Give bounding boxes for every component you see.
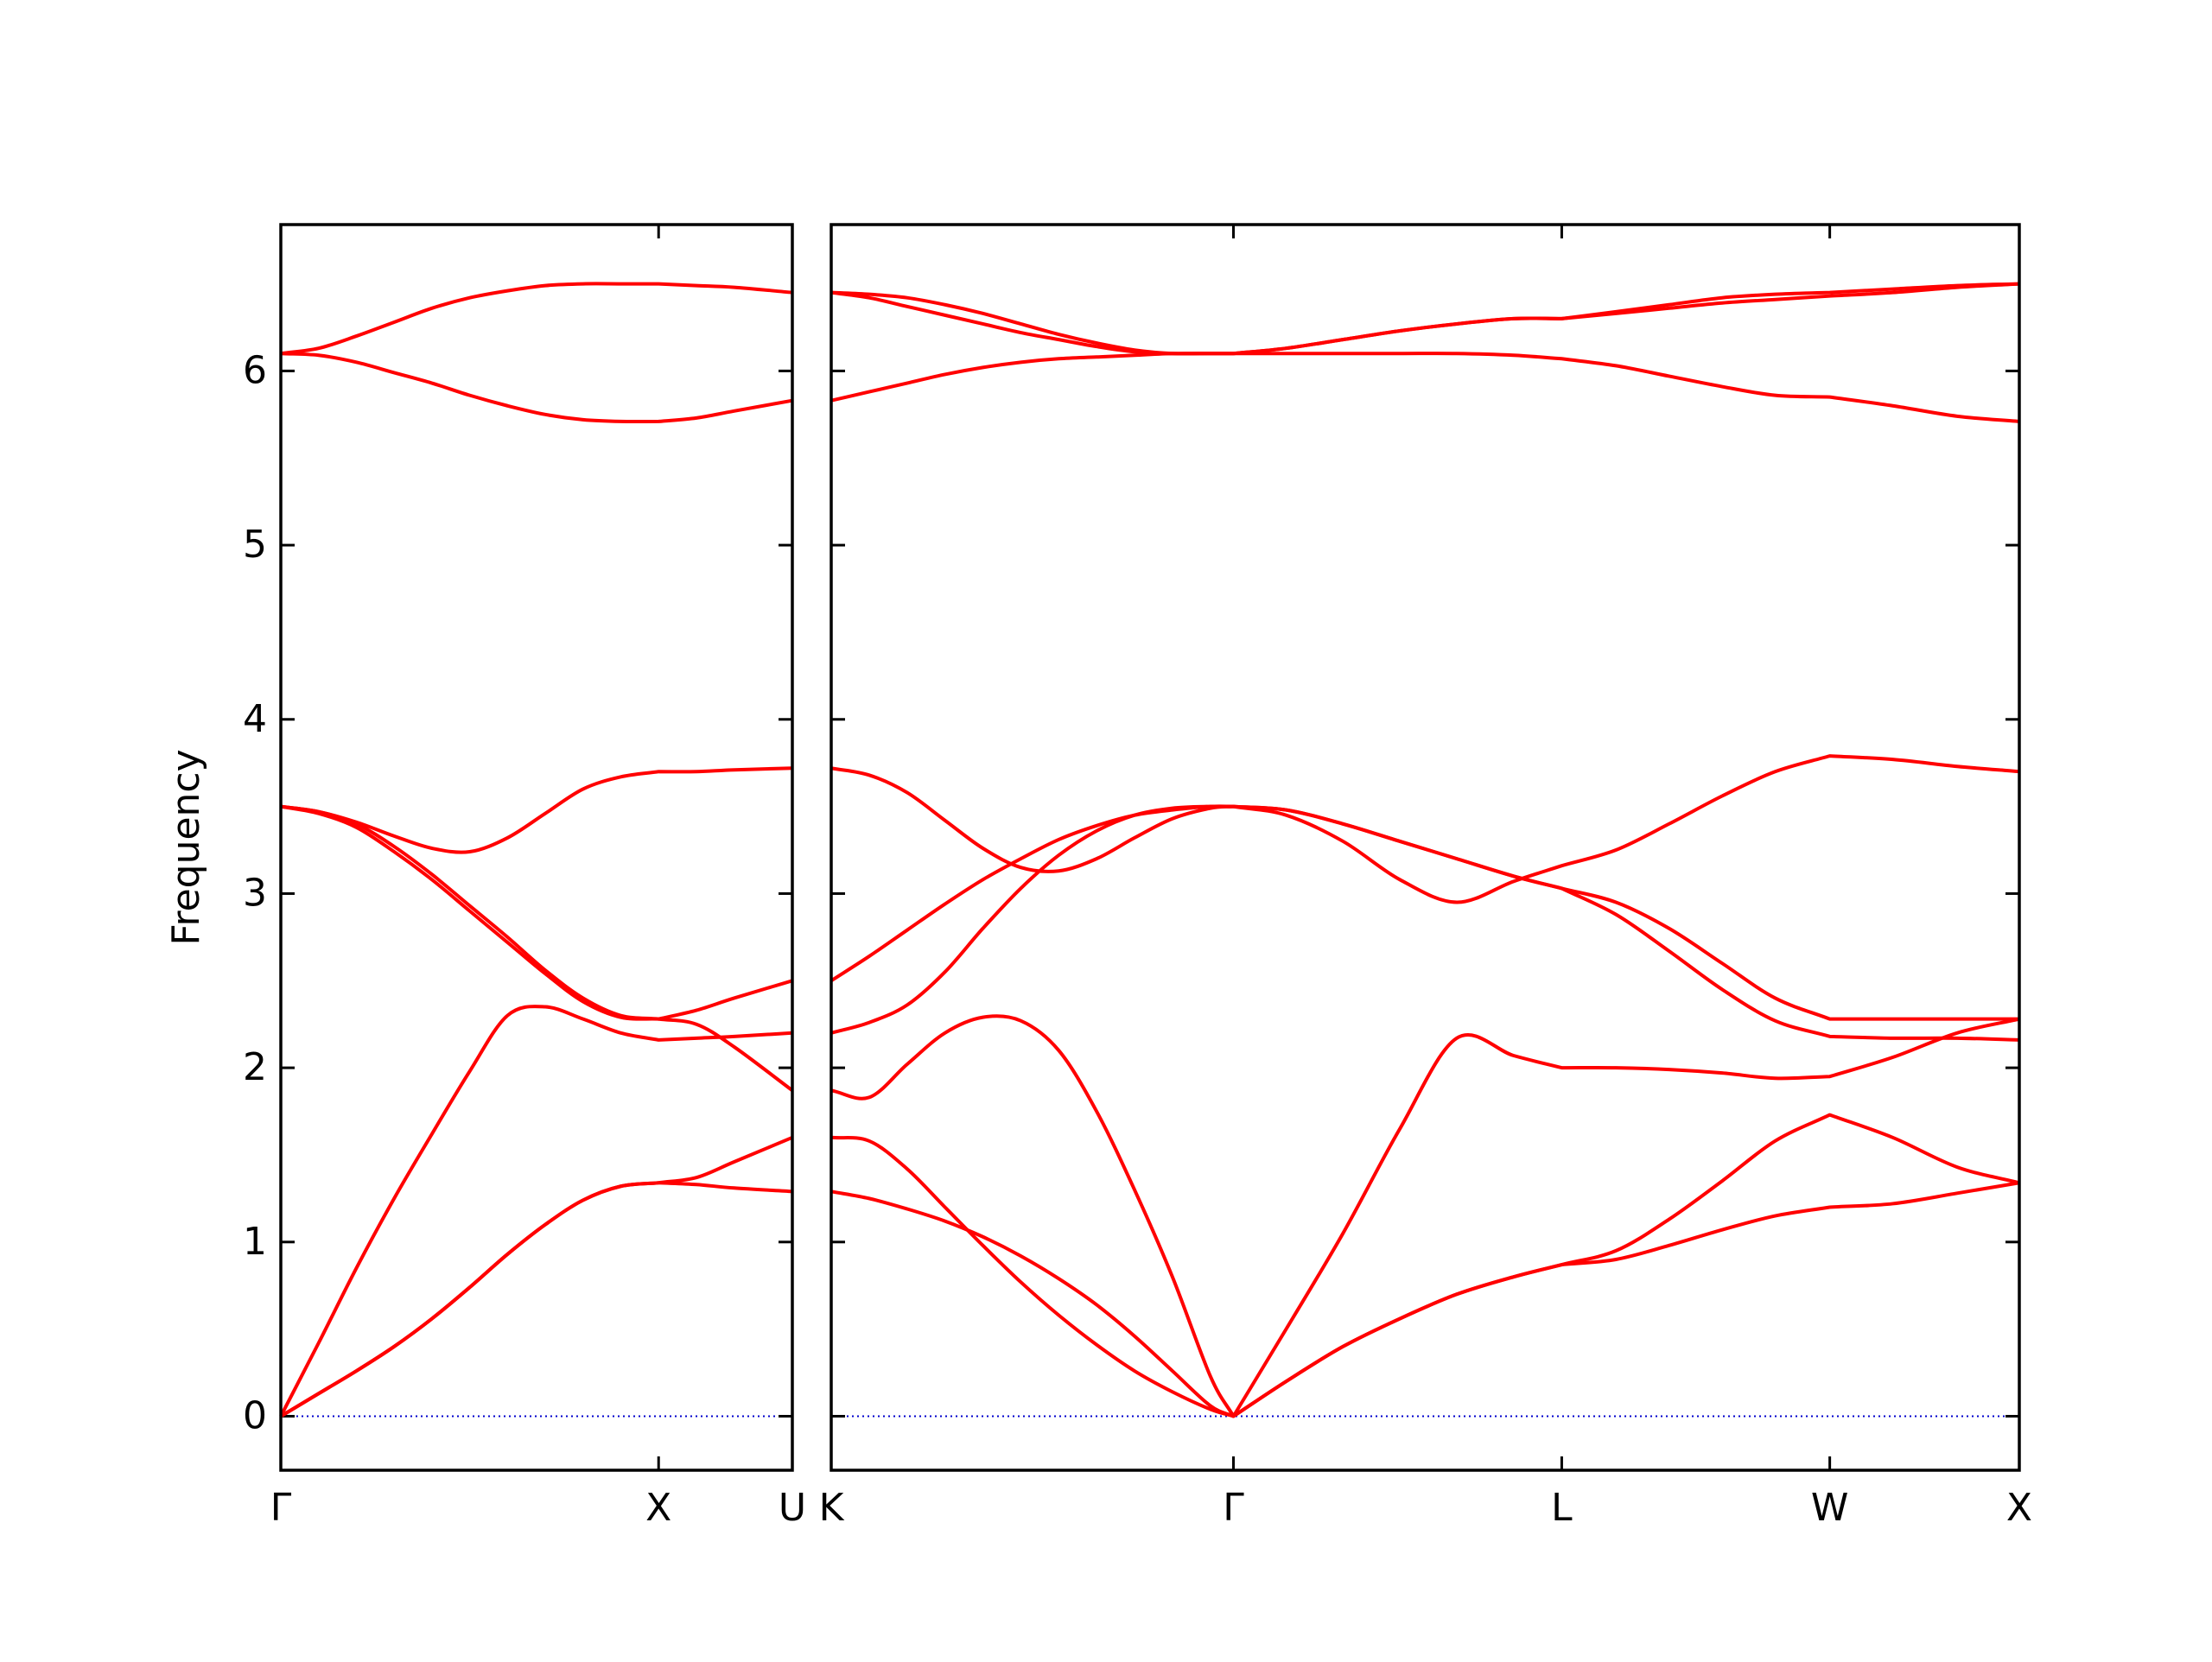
y-tick-label: 5: [243, 523, 267, 567]
plot-frame: [279, 223, 794, 1472]
x-tick-label: Γ: [1223, 1486, 1244, 1530]
y-tick-label: 0: [243, 1393, 267, 1437]
band-line: [279, 1005, 793, 1418]
y-tick-label: 1: [243, 1220, 267, 1264]
band-line: [280, 804, 793, 1021]
x-tick-label: W: [1811, 1486, 1849, 1530]
y-axis-label: Frequency: [164, 749, 208, 945]
band-line: [830, 352, 2020, 423]
band-line: [830, 1113, 2020, 1418]
y-tick-label: 6: [243, 348, 267, 392]
x-tick-label: L: [1551, 1486, 1573, 1530]
band-line: [830, 754, 2020, 982]
band-line: [280, 352, 793, 424]
band-line: [279, 1135, 793, 1418]
x-tick-label: X: [645, 1486, 671, 1530]
band-line: [830, 766, 2020, 1042]
y-tick-label: 3: [243, 871, 267, 915]
x-tick-label: X: [2006, 1486, 2032, 1530]
plot-frame: [830, 223, 2021, 1472]
band-line: [280, 804, 794, 1092]
band-line: [280, 282, 793, 356]
x-tick-label: Γ: [270, 1486, 292, 1530]
y-tick-label: 4: [243, 697, 267, 741]
y-tick-label: 2: [243, 1045, 267, 1089]
x-tick-label: K: [819, 1486, 845, 1530]
x-tick-label: U: [779, 1486, 806, 1530]
band-line: [830, 282, 2020, 356]
band-line: [280, 766, 793, 854]
band-line: [830, 1014, 2020, 1418]
